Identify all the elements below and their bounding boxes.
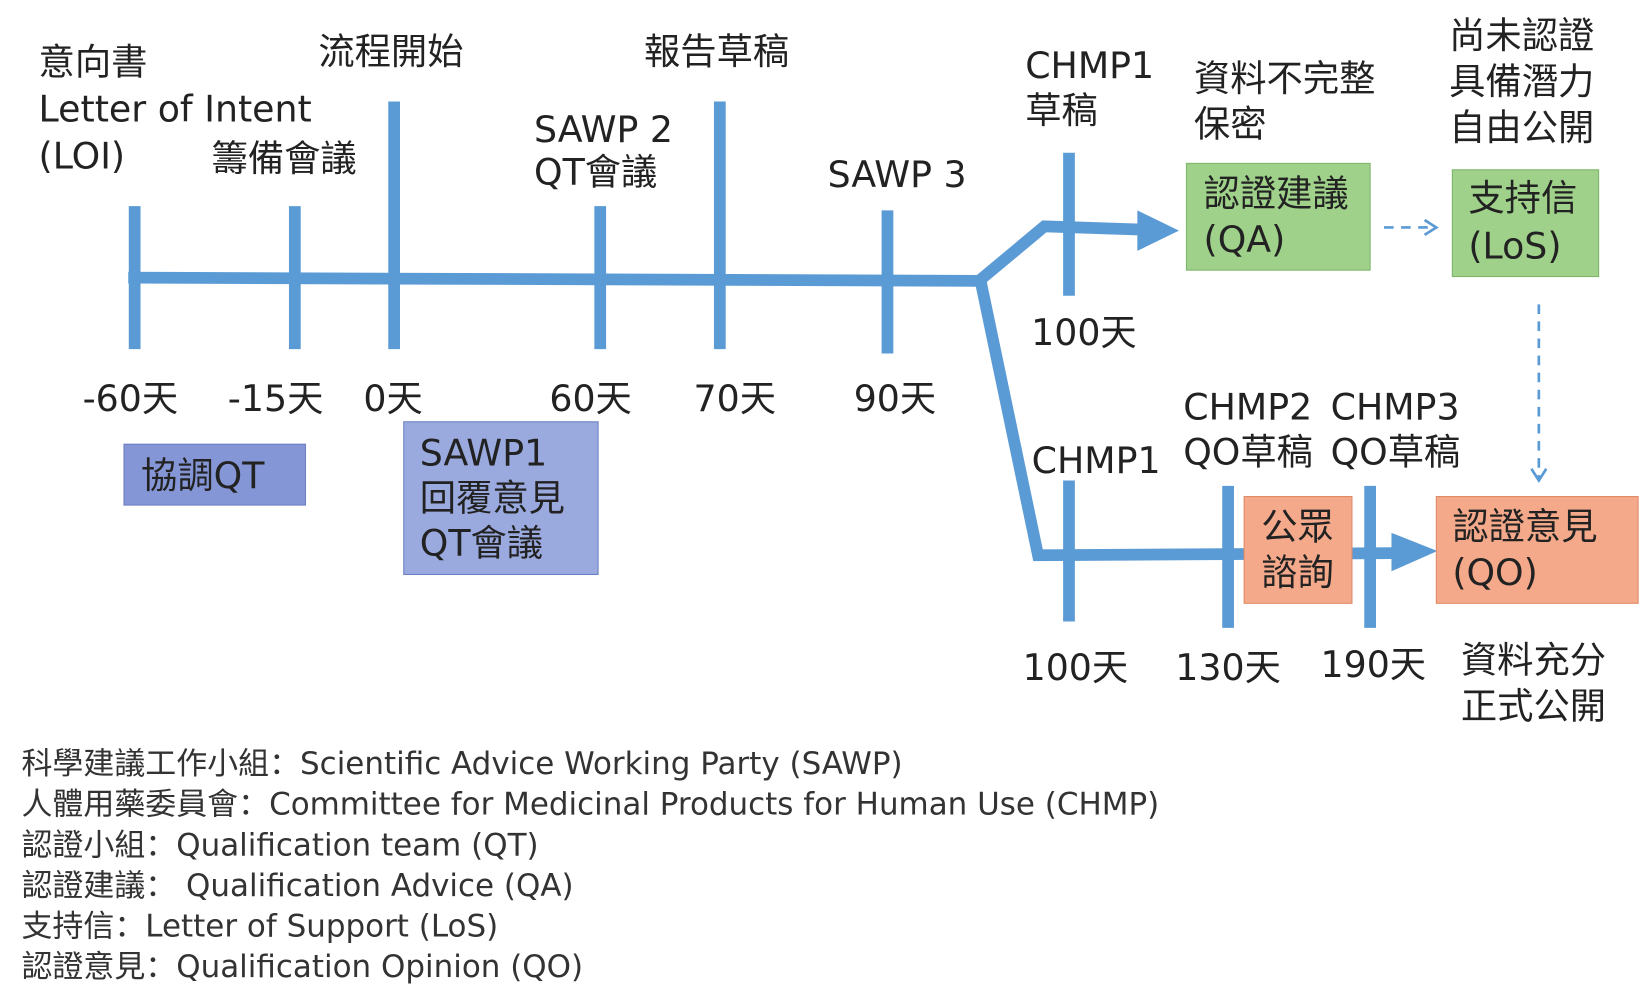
box — [403, 421, 599, 576]
box-label: 協調QT — [141, 454, 265, 497]
box-label: 認證意見 — [1452, 505, 1597, 548]
box-label: 回覆意見 — [420, 476, 565, 519]
lower-label: QO草稿 — [1331, 430, 1461, 473]
legend-line: 人體用藥委員會：Committee for Medicinal Products… — [21, 787, 1159, 823]
day-label: -15天 — [228, 377, 324, 420]
legend-line: 科學建議工作小組：Scientific Advice Working Party… — [21, 746, 902, 782]
legend-line: 認證小組：Qualification team (QT) — [21, 827, 538, 863]
arrow-head — [1530, 468, 1548, 484]
lower-label: 資料充分 — [1461, 639, 1606, 682]
legend-line: 認證意見：Qualification Opinion (QO) — [21, 949, 583, 985]
box — [1451, 169, 1600, 278]
top-label: QT會議 — [534, 151, 657, 194]
box-label: (QA) — [1204, 218, 1286, 261]
day-label: 100天 — [1031, 311, 1137, 354]
top-label: SAWP 3 — [828, 153, 967, 196]
box-label: QT會議 — [420, 521, 543, 564]
top-label: 流程開始 — [318, 30, 463, 73]
day-label: 90天 — [854, 377, 936, 420]
lower-label: CHMP1 — [1032, 439, 1161, 482]
lower-label: CHMP3 — [1331, 386, 1460, 429]
legend-line: 支持信：Letter of Support (LoS) — [21, 908, 498, 944]
top-label: 自由公開 — [1449, 106, 1594, 149]
box-label: (QO) — [1452, 551, 1537, 594]
boxes — [123, 162, 1639, 604]
day-label: -60天 — [83, 377, 179, 420]
top-label: 意向書 — [39, 41, 148, 84]
box — [1243, 495, 1353, 604]
lower-label: QO草稿 — [1183, 430, 1313, 473]
upper-branch — [976, 220, 1143, 285]
box — [1185, 162, 1371, 271]
box-label: 諮詢 — [1261, 551, 1334, 594]
arrow-head — [1137, 210, 1179, 251]
top-label: 資料不完整 — [1194, 57, 1375, 100]
arrow-head — [1391, 532, 1438, 572]
day-label: 100天 — [1023, 646, 1129, 689]
day-label: 0天 — [363, 377, 422, 420]
top-label: (LOI) — [39, 135, 126, 178]
top-label: CHMP1 — [1025, 44, 1154, 87]
dashed-arrows — [1384, 218, 1548, 484]
box-label: SAWP1 — [420, 432, 547, 475]
box-label: (LoS) — [1468, 224, 1561, 267]
day-label: 60天 — [549, 377, 631, 420]
main-line — [128, 271, 983, 287]
lower-label: CHMP2 — [1183, 386, 1312, 429]
lower-label: 正式公開 — [1461, 685, 1606, 728]
arrow-head — [1423, 218, 1439, 237]
top-label: Letter of Intent — [39, 88, 312, 131]
timeline — [128, 101, 1438, 628]
box-label: 公眾 — [1261, 505, 1334, 548]
top-label: 草稿 — [1025, 89, 1098, 132]
box-label: 支持信 — [1468, 176, 1577, 219]
top-label: 具備潛力 — [1449, 60, 1594, 103]
box-label: 認證建議 — [1204, 172, 1349, 215]
top-label: 籌備會議 — [212, 137, 357, 180]
top-label: 尚未認證 — [1449, 14, 1594, 57]
legend-line: 認證建議： Qualification Advice (QA) — [21, 868, 573, 904]
box — [1435, 495, 1639, 604]
top-label: 報告草稿 — [644, 30, 789, 73]
day-label: 190天 — [1321, 643, 1427, 686]
top-label: SAWP 2 — [534, 108, 673, 151]
box — [123, 443, 307, 506]
top-label: 保密 — [1194, 103, 1267, 146]
day-label: 130天 — [1175, 646, 1281, 689]
day-label: 70天 — [694, 377, 776, 420]
